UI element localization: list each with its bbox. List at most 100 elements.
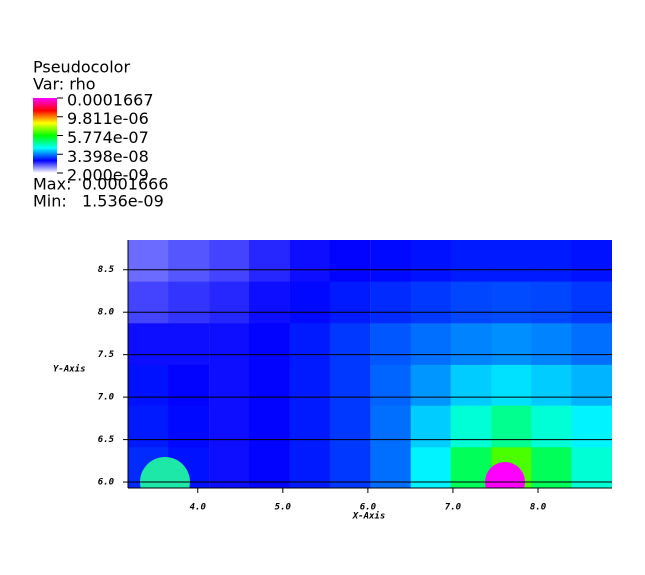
x-tick-label: 8.0	[530, 503, 547, 513]
field-cell	[491, 240, 533, 282]
x-tick-label: 5.0	[275, 503, 292, 513]
field-cell	[289, 363, 331, 406]
field-cell	[571, 363, 612, 406]
field-cell	[450, 322, 492, 365]
field-cell	[531, 446, 573, 488]
field-cell	[410, 405, 452, 448]
y-tick-label: 8.5	[98, 265, 115, 275]
field-cell	[531, 322, 573, 365]
field-cell	[289, 281, 331, 324]
y-tick-label: 8.0	[98, 308, 115, 318]
field-cell	[370, 405, 412, 448]
colorbar-label: 0.0001667	[67, 91, 154, 110]
field-cell	[168, 363, 210, 406]
field-cell	[370, 363, 412, 406]
field-cell	[450, 405, 492, 448]
field-cell	[128, 281, 170, 324]
field-cell	[491, 281, 533, 324]
field-cell	[168, 405, 210, 448]
field-cell	[209, 281, 250, 324]
field-cell	[450, 446, 492, 488]
field-cell	[531, 281, 573, 324]
field-cell	[128, 322, 170, 365]
field-cell	[410, 446, 452, 488]
axes: 6.0 6.5 7.0 7.5 8.0 8.5 4.0 5.0 6.0 7.0 8.0	[98, 240, 612, 513]
field-cell	[531, 363, 573, 406]
field-cell	[329, 240, 371, 282]
field-cell	[450, 281, 492, 324]
x-tick-label: 4.0	[190, 503, 207, 513]
field-cell	[289, 240, 331, 282]
variable-label: Var: rho	[33, 75, 96, 94]
field-cell	[410, 281, 452, 324]
field-cell	[450, 363, 492, 406]
field-cell	[168, 240, 210, 282]
field-cell	[491, 322, 533, 365]
field-cell	[410, 363, 452, 406]
field-cell	[249, 281, 290, 324]
field-cell	[531, 240, 573, 282]
field-cell	[410, 240, 452, 282]
colorbar	[33, 98, 57, 173]
field-cell	[289, 446, 331, 488]
field-cell	[289, 322, 331, 365]
field-cell	[370, 240, 412, 282]
field-cell	[450, 240, 492, 282]
colorbar-label: 5.774e-07	[67, 128, 149, 147]
x-tick-label: 6.0	[360, 503, 377, 513]
field-cell	[209, 322, 250, 365]
field	[128, 240, 612, 488]
y-axis-label: Y-Axis	[53, 364, 86, 375]
colorbar-label: 9.811e-06	[67, 109, 149, 128]
min-value: 1.536e-09	[82, 192, 164, 211]
field-cell	[329, 446, 371, 488]
field-cell	[249, 405, 290, 448]
colorbar-label: 3.398e-08	[67, 147, 149, 166]
field-cell	[370, 446, 412, 488]
y-tick-label: 6.0	[98, 478, 115, 488]
density-blob	[140, 457, 190, 488]
field-cell	[168, 322, 210, 365]
field-cell	[571, 446, 612, 488]
legend-title: Pseudocolor	[33, 58, 130, 77]
y-tick-label: 6.5	[98, 435, 115, 445]
plot-area	[128, 240, 612, 488]
field-cell	[249, 240, 290, 282]
field-cell	[249, 363, 290, 406]
density-blob	[485, 462, 525, 488]
max-value: 0.0001666	[82, 175, 169, 194]
field-cell	[128, 405, 170, 448]
field-cell	[329, 322, 371, 365]
y-tick-label: 7.0	[98, 393, 115, 403]
field-cell	[370, 322, 412, 365]
field-cell	[571, 322, 612, 365]
field-cell	[209, 405, 250, 448]
field-cell	[571, 281, 612, 324]
x-axis-label: X-Axis	[352, 511, 386, 522]
field-cell	[491, 405, 533, 448]
field-cell	[370, 281, 412, 324]
field-cell	[249, 322, 290, 365]
field-cell	[329, 281, 371, 324]
field-cell	[329, 405, 371, 448]
field-cell	[168, 281, 210, 324]
max-label: Max:	[33, 175, 71, 194]
min-label: Min:	[33, 192, 67, 211]
field-cell	[491, 363, 533, 406]
field-cell	[531, 405, 573, 448]
field-cell	[571, 405, 612, 448]
field-cell	[571, 240, 612, 282]
field-cell	[410, 322, 452, 365]
x-tick-label: 7.0	[445, 503, 462, 513]
field-cell	[249, 446, 290, 488]
field-cell	[209, 240, 250, 282]
field-cell	[289, 405, 331, 448]
field-cell	[209, 363, 250, 406]
y-tick-label: 7.5	[98, 350, 115, 360]
field-cell	[128, 240, 170, 282]
field-cell	[329, 363, 371, 406]
field-cell	[209, 446, 250, 488]
colorbar-label: 2.000e-09	[67, 166, 149, 185]
field-cell	[128, 363, 170, 406]
